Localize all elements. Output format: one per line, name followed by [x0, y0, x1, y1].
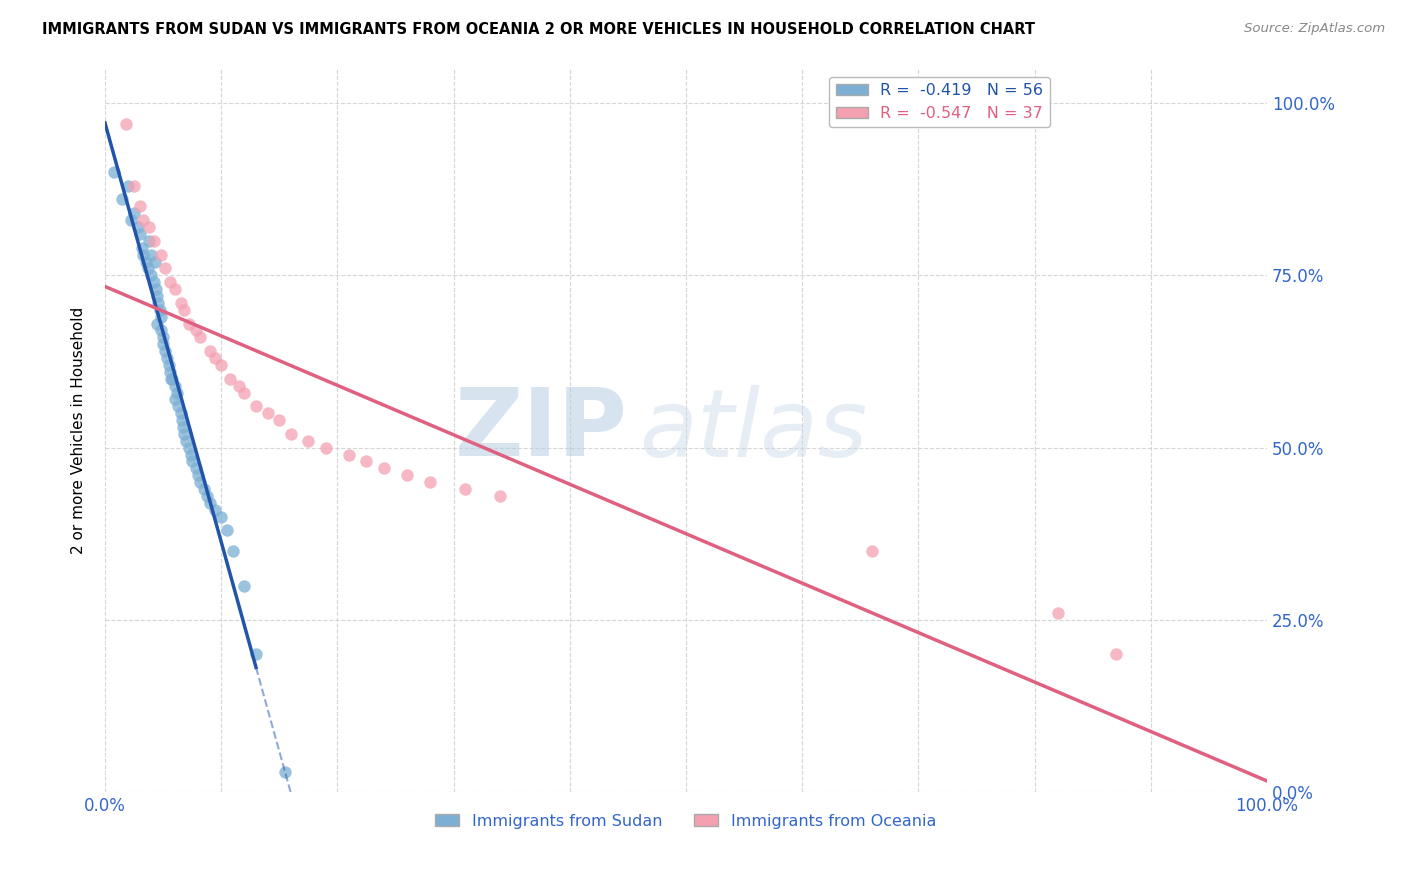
Point: [155, 351, 177, 365]
Point: [120, 213, 142, 227]
Text: ZIP: ZIP: [456, 384, 628, 476]
Point: [146, 317, 169, 331]
Point: [204, 502, 226, 516]
Point: [233, 578, 256, 592]
Point: [115, 117, 138, 131]
Point: [163, 282, 186, 296]
Point: [177, 441, 200, 455]
Point: [176, 434, 198, 448]
Point: [136, 261, 159, 276]
Point: [111, 193, 134, 207]
Point: [127, 220, 149, 235]
Point: [149, 310, 172, 324]
Point: [152, 330, 174, 344]
Point: [155, 261, 177, 276]
Point: [280, 426, 302, 441]
Point: [159, 275, 181, 289]
Point: [297, 434, 319, 448]
Point: [138, 220, 160, 235]
Point: [160, 372, 183, 386]
Text: Source: ZipAtlas.com: Source: ZipAtlas.com: [1244, 22, 1385, 36]
Point: [117, 178, 139, 193]
Point: [155, 344, 177, 359]
Point: [173, 426, 195, 441]
Point: [122, 178, 145, 193]
Point: [454, 482, 477, 496]
Point: [143, 254, 166, 268]
Point: [198, 496, 221, 510]
Point: [219, 372, 242, 386]
Text: atlas: atlas: [640, 385, 868, 476]
Point: [233, 385, 256, 400]
Point: [128, 227, 150, 241]
Point: [148, 296, 170, 310]
Point: [215, 524, 238, 538]
Point: [131, 241, 153, 255]
Point: [489, 489, 512, 503]
Point: [152, 337, 174, 351]
Point: [180, 448, 202, 462]
Point: [204, 351, 226, 365]
Point: [172, 420, 194, 434]
Point: [142, 275, 165, 289]
Point: [132, 247, 155, 261]
Y-axis label: 2 or more Vehicles in Household: 2 or more Vehicles in Household: [72, 307, 86, 554]
Point: [157, 358, 180, 372]
Point: [163, 392, 186, 407]
Point: [159, 365, 181, 379]
Point: [222, 544, 245, 558]
Point: [209, 358, 232, 372]
Point: [184, 323, 207, 337]
Point: [173, 302, 195, 317]
Point: [132, 213, 155, 227]
Point: [209, 509, 232, 524]
Point: [138, 234, 160, 248]
Point: [1105, 648, 1128, 662]
Point: [141, 268, 163, 283]
Point: [141, 247, 163, 261]
Point: [170, 413, 193, 427]
Point: [149, 302, 172, 317]
Point: [162, 372, 184, 386]
Point: [122, 206, 145, 220]
Point: [128, 199, 150, 213]
Point: [166, 385, 188, 400]
Point: [274, 764, 297, 779]
Point: [149, 247, 172, 261]
Point: [142, 234, 165, 248]
Point: [163, 378, 186, 392]
Point: [337, 448, 360, 462]
Point: [167, 399, 190, 413]
Point: [269, 413, 291, 427]
Point: [396, 468, 419, 483]
Point: [195, 489, 218, 503]
Point: [103, 165, 125, 179]
Point: [184, 461, 207, 475]
Point: [169, 406, 191, 420]
Point: [245, 648, 267, 662]
Point: [187, 468, 209, 483]
Point: [188, 330, 211, 344]
Point: [181, 454, 204, 468]
Point: [198, 344, 221, 359]
Point: [356, 454, 378, 468]
Point: [245, 399, 267, 413]
Point: [135, 254, 157, 268]
Point: [169, 296, 191, 310]
Text: IMMIGRANTS FROM SUDAN VS IMMIGRANTS FROM OCEANIA 2 OR MORE VEHICLES IN HOUSEHOLD: IMMIGRANTS FROM SUDAN VS IMMIGRANTS FROM…: [42, 22, 1035, 37]
Point: [419, 475, 441, 489]
Point: [146, 289, 169, 303]
Point: [860, 544, 883, 558]
Point: [373, 461, 395, 475]
Point: [177, 317, 200, 331]
Point: [193, 482, 215, 496]
Legend: Immigrants from Sudan, Immigrants from Oceania: Immigrants from Sudan, Immigrants from O…: [429, 807, 943, 835]
Point: [188, 475, 211, 489]
Point: [145, 282, 167, 296]
Point: [315, 441, 337, 455]
Point: [228, 378, 250, 392]
Point: [149, 323, 172, 337]
Point: [256, 406, 278, 420]
Point: [1046, 606, 1069, 620]
